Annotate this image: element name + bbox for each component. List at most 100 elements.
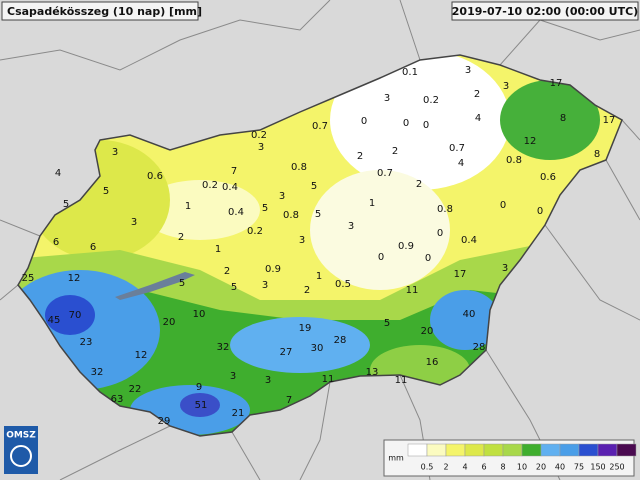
title: Csapadékösszeg (10 nap) [mm] bbox=[7, 5, 202, 18]
station-value: 13 bbox=[366, 367, 379, 378]
station-value: 17 bbox=[550, 78, 563, 89]
station-value: 3 bbox=[502, 263, 508, 274]
station-value: 5 bbox=[262, 203, 268, 214]
station-value: 40 bbox=[463, 309, 476, 320]
station-value: 0.1 bbox=[402, 67, 418, 78]
legend-label: 2 bbox=[443, 463, 448, 472]
station-value: 0.4 bbox=[461, 235, 477, 246]
station-value: 21 bbox=[232, 408, 245, 419]
station-value: 2 bbox=[416, 179, 422, 190]
station-value: 0.2 bbox=[423, 95, 439, 106]
legend-swatch bbox=[521, 443, 542, 457]
station-value: 3 bbox=[265, 375, 271, 386]
station-value: 11 bbox=[395, 375, 408, 386]
timestamp: 2019-07-10 02:00 (00:00 UTC) bbox=[452, 5, 638, 18]
station-value: 2 bbox=[357, 151, 363, 162]
station-value: 32 bbox=[91, 367, 104, 378]
legend-label: 75 bbox=[574, 463, 584, 472]
station-value: 6 bbox=[53, 237, 59, 248]
station-value: 0 bbox=[437, 228, 443, 239]
station-value: 0 bbox=[537, 206, 543, 217]
station-value: 0.2 bbox=[202, 180, 218, 191]
station-value: 2 bbox=[392, 146, 398, 157]
station-value: 8 bbox=[594, 149, 600, 160]
station-value: 0 bbox=[361, 116, 367, 127]
legend-label: 250 bbox=[609, 463, 624, 472]
station-value: 0.8 bbox=[283, 210, 299, 221]
station-value: 3 bbox=[384, 93, 390, 104]
station-value: 3 bbox=[279, 191, 285, 202]
legend-swatch bbox=[445, 443, 466, 457]
station-value: 2 bbox=[474, 89, 480, 100]
station-value: 63 bbox=[111, 394, 124, 405]
station-value: 0.8 bbox=[437, 204, 453, 215]
logo-text: OMSZ bbox=[6, 431, 36, 441]
legend-label: 10 bbox=[517, 463, 527, 472]
station-value: 0.9 bbox=[265, 264, 281, 275]
legend-swatch bbox=[578, 443, 599, 457]
station-value: 4 bbox=[55, 168, 61, 179]
legend-label: 150 bbox=[590, 463, 605, 472]
station-value: 7 bbox=[286, 395, 292, 406]
legend-swatch bbox=[407, 443, 428, 457]
station-value: 1 bbox=[185, 201, 191, 212]
station-value: 3 bbox=[258, 142, 264, 153]
station-value: 0.9 bbox=[398, 241, 414, 252]
station-value: 3 bbox=[131, 217, 137, 228]
legend-swatch bbox=[483, 443, 504, 457]
station-value: 2 bbox=[178, 232, 184, 243]
station-value: 4 bbox=[458, 158, 464, 169]
station-value: 3 bbox=[230, 371, 236, 382]
lake-balaton bbox=[115, 272, 195, 300]
station-value: 19 bbox=[299, 323, 312, 334]
station-value: 3 bbox=[112, 147, 118, 158]
station-value: 32 bbox=[217, 342, 230, 353]
station-value: 7 bbox=[231, 166, 237, 177]
station-value: 0.4 bbox=[222, 182, 238, 193]
station-value: 9 bbox=[196, 382, 202, 393]
station-value: 5 bbox=[103, 186, 109, 197]
legend-swatch bbox=[464, 443, 485, 457]
legend-label: 40 bbox=[555, 463, 565, 472]
station-value: 28 bbox=[334, 335, 347, 346]
station-value: 2 bbox=[304, 285, 310, 296]
legend-label: 0.5 bbox=[421, 463, 434, 472]
station-value: 0 bbox=[403, 118, 409, 129]
station-value: 28 bbox=[473, 342, 486, 353]
legend-swatch bbox=[597, 443, 618, 457]
station-value: 5 bbox=[315, 209, 321, 220]
station-value: 20 bbox=[163, 317, 176, 328]
station-value: 12 bbox=[524, 136, 537, 147]
station-value: 4 bbox=[475, 113, 481, 124]
station-value: 20 bbox=[421, 326, 434, 337]
legend-label: 4 bbox=[462, 463, 467, 472]
station-value: 0.2 bbox=[247, 226, 263, 237]
station-value: 5 bbox=[311, 181, 317, 192]
station-value: 1 bbox=[369, 198, 375, 209]
station-value: 3 bbox=[465, 65, 471, 76]
legend-swatch bbox=[540, 443, 561, 457]
station-value: 0.4 bbox=[228, 207, 244, 218]
station-value: 30 bbox=[311, 343, 324, 354]
station-value: 12 bbox=[135, 350, 148, 361]
station-value: 0.5 bbox=[335, 279, 351, 290]
station-value: 29 bbox=[158, 416, 171, 427]
station-value: 27 bbox=[280, 347, 293, 358]
station-value: 8 bbox=[560, 113, 566, 124]
station-value: 2 bbox=[224, 266, 230, 277]
station-value: 22 bbox=[129, 384, 142, 395]
station-value: 25 bbox=[22, 273, 35, 284]
station-value: 17 bbox=[603, 115, 616, 126]
legend: mm 0.5 2 4 6 8 10 20 40 75 150 250 bbox=[383, 439, 637, 477]
station-value: 1 bbox=[316, 271, 322, 282]
station-value: 0 bbox=[378, 252, 384, 263]
station-value: 3 bbox=[299, 235, 305, 246]
station-value: 0 bbox=[500, 200, 506, 211]
station-value: 3 bbox=[262, 280, 268, 291]
station-value: 5 bbox=[179, 278, 185, 289]
legend-unit: mm bbox=[388, 454, 404, 463]
station-value: 0.7 bbox=[312, 121, 328, 132]
station-value: 10 bbox=[193, 309, 206, 320]
station-value: 11 bbox=[406, 285, 419, 296]
